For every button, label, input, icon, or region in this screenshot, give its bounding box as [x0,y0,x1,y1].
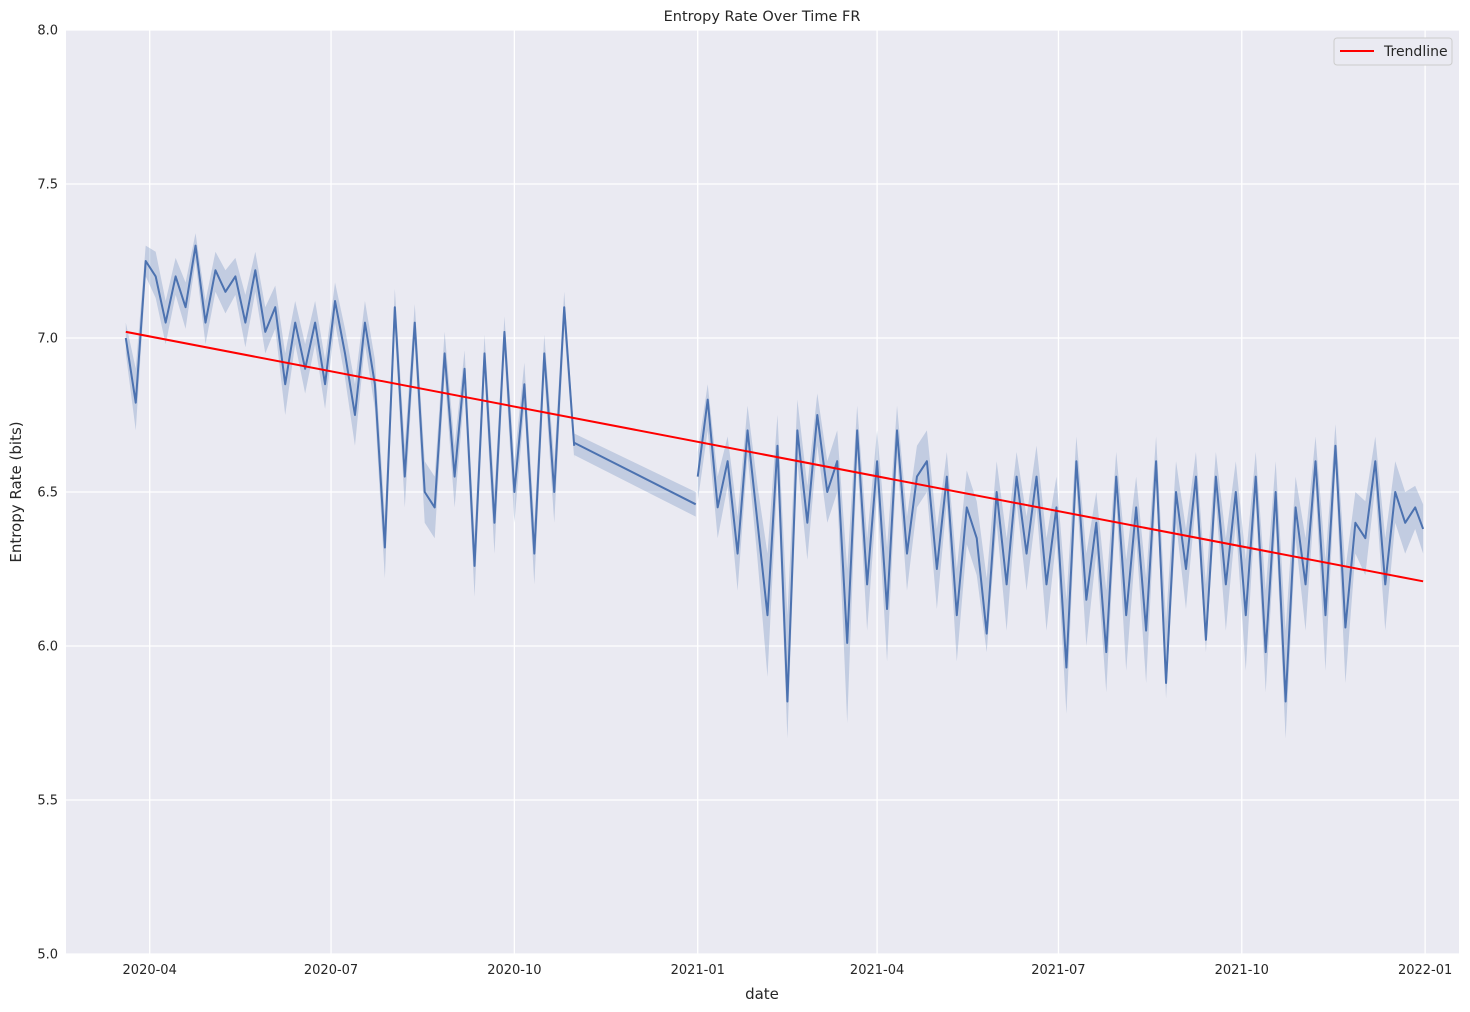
x-tick-label: 2020-07 [304,963,358,978]
x-axis-label: date [745,985,779,1003]
entropy-series-layer [124,244,1425,703]
trendline [125,330,1424,583]
x-tick-label: 2020-10 [487,963,541,978]
trendline-layer [125,330,1424,583]
confidence-band-segment-2 [574,433,696,517]
x-tick-label: 2021-07 [1031,963,1085,978]
x-tick-label: 2021-01 [671,963,725,978]
y-tick-labels: 5.0 5.5 6.0 6.5 7.0 7.5 8.0 [37,24,58,963]
y-tick-label: 8.0 [37,24,58,39]
legend: Trendline [1333,37,1453,66]
chart-title: Entropy Rate Over Time FR [664,9,861,25]
legend-box [1333,37,1453,66]
y-tick-label: 6.0 [37,640,58,655]
entropy-line-segment-1 [124,244,576,567]
x-tick-label: 2020-04 [123,963,177,978]
y-tick-label: 7.0 [37,332,58,347]
entropy-line-segment-2 [573,441,697,506]
y-tick-label: 7.5 [37,178,58,193]
x-tick-labels: 2020-04 2020-07 2020-10 2021-01 2021-04 2021-… [123,963,1453,978]
x-tick-label: 2021-04 [850,963,904,978]
x-tick-label: 2021-10 [1215,963,1269,978]
x-tick-label: 2022-01 [1398,963,1452,978]
y-axis-label: Entropy Rate (bits) [7,421,25,562]
y-tick-label: 6.5 [37,486,58,501]
y-tick-label: 5.0 [37,948,58,963]
entropy-line-segment-3 [696,398,1425,703]
y-tick-label: 5.5 [37,794,58,809]
legend-trendline-label: Trendline [1383,44,1448,60]
